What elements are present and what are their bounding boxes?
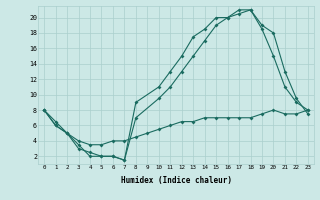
X-axis label: Humidex (Indice chaleur): Humidex (Indice chaleur): [121, 176, 231, 185]
